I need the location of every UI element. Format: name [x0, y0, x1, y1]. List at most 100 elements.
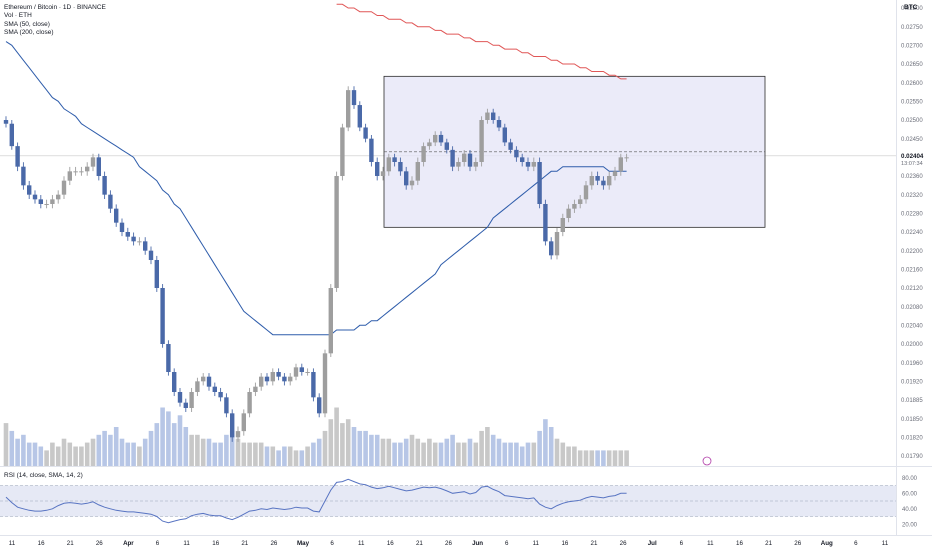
- volume-legend[interactable]: Vol · ETH: [4, 12, 32, 20]
- volume-bar: [554, 438, 560, 466]
- candle-body: [276, 372, 281, 377]
- volume-bar: [595, 450, 600, 466]
- candle-body: [380, 171, 386, 176]
- rsi-legend[interactable]: RSI (14, close, SMA, 14, 2): [4, 472, 83, 479]
- volume-bar: [485, 427, 490, 466]
- candle-body: [328, 288, 333, 354]
- candle-body: [578, 199, 583, 204]
- candle-body: [554, 232, 560, 256]
- price-tick-label: 0.02550: [901, 100, 923, 106]
- time-tick-label: 11: [533, 540, 540, 547]
- volume-bar: [624, 450, 629, 466]
- candle-body: [3, 120, 9, 124]
- volume-bar: [195, 434, 200, 466]
- volume-bar: [229, 430, 235, 466]
- volume-bar: [548, 427, 554, 466]
- candle-body: [311, 372, 316, 398]
- candle-body: [520, 157, 525, 162]
- volume-bar: [9, 430, 15, 466]
- candle-body: [346, 90, 351, 128]
- volume-bar: [270, 446, 276, 466]
- time-tick-label: 26: [270, 540, 277, 547]
- volume-bar: [531, 442, 537, 466]
- time-tick-label: Apr: [123, 540, 134, 547]
- candle-body: [177, 392, 183, 403]
- candle-body: [351, 90, 357, 106]
- volume-bar: [38, 446, 44, 466]
- sma200-legend[interactable]: SMA (200, close): [4, 28, 54, 36]
- candle-body: [96, 157, 101, 176]
- time-tick-label: 11: [707, 540, 714, 547]
- volume-bar: [514, 442, 519, 466]
- volume-bar: [212, 442, 218, 466]
- candle-body: [108, 194, 113, 209]
- time-tick-label: 21: [241, 540, 248, 547]
- candle-body: [9, 123, 14, 147]
- volume-bar: [398, 442, 403, 466]
- volume-bar: [316, 438, 322, 466]
- rsi-tick-label: 20.00: [902, 522, 918, 528]
- candles: [3, 86, 629, 442]
- volume-bar: [438, 442, 444, 466]
- volume-bar: [200, 438, 206, 466]
- candle-body: [508, 142, 513, 150]
- volume-bar: [218, 442, 223, 466]
- candle-body: [224, 397, 229, 414]
- volume-bar: [55, 446, 61, 466]
- volume-bar: [305, 446, 310, 466]
- candle-body: [125, 232, 130, 237]
- candle-body: [595, 176, 600, 181]
- sma50-legend[interactable]: SMA (50, close): [4, 20, 50, 28]
- candle-body: [496, 120, 502, 128]
- candle-body: [21, 166, 26, 186]
- volume-bar: [432, 442, 438, 466]
- candle-body: [114, 208, 119, 223]
- candle-body: [32, 194, 38, 200]
- candle-body: [624, 157, 629, 159]
- price-tick-label: 0.02160: [901, 268, 923, 274]
- candle-body: [537, 162, 542, 204]
- candle-body: [50, 199, 55, 204]
- volume-bar: [177, 415, 183, 466]
- volume-bar: [334, 407, 339, 466]
- price-tick-label: 0.02200: [901, 249, 923, 255]
- candle-body: [172, 372, 177, 392]
- candle-body: [398, 162, 403, 172]
- candle-body: [44, 204, 49, 205]
- candle-body: [85, 166, 90, 172]
- volume-bar: [612, 450, 618, 466]
- volume-bar: [345, 419, 351, 466]
- volume-bar: [299, 450, 305, 466]
- volume-bar: [160, 407, 165, 466]
- volume-bar: [276, 450, 281, 466]
- candle-body: [438, 134, 444, 143]
- time-tick-label: 16: [38, 540, 45, 547]
- candle-body: [119, 222, 125, 232]
- candle-body: [369, 138, 374, 162]
- time-tick-label: Jun: [472, 540, 483, 547]
- volume-bar: [386, 438, 392, 466]
- candle-body: [514, 149, 519, 158]
- candle-body: [131, 236, 136, 242]
- candle-body: [212, 386, 217, 392]
- candle-body: [241, 413, 246, 432]
- volume-bar: [282, 446, 287, 466]
- candle-body: [456, 162, 461, 167]
- candle-body: [462, 153, 467, 162]
- time-tick-label: May: [297, 540, 310, 547]
- candle-body: [183, 402, 188, 408]
- volume-bar: [577, 450, 583, 466]
- volume-bar: [322, 430, 328, 466]
- candle-body: [38, 199, 43, 204]
- symbol-title[interactable]: Ethereum / Bitcoin · 1D · BINANCE: [4, 4, 106, 11]
- volume-bar: [560, 442, 566, 466]
- time-tick-label: 16: [387, 540, 394, 547]
- candle-body: [102, 176, 107, 195]
- candle-body: [143, 241, 148, 251]
- price-tick-label: 0.01885: [901, 398, 923, 404]
- volume-bar: [3, 423, 9, 466]
- price-tick-label: 0.02450: [901, 137, 923, 143]
- candle-body: [404, 171, 409, 186]
